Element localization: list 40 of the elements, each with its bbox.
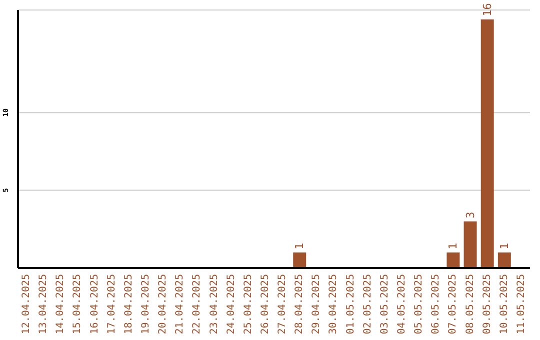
- data-label: 3: [464, 212, 477, 218]
- x-tick-label: 10.05.2025: [498, 274, 510, 334]
- x-tick-label: 21.04.2025: [174, 274, 186, 334]
- x-tick-label: 19.04.2025: [140, 274, 152, 334]
- x-tick-label: 17.04.2025: [106, 274, 118, 334]
- x-tick-label: 28.04.2025: [294, 274, 306, 334]
- x-tick-label: 30.04.2025: [328, 274, 340, 334]
- bar: [293, 252, 306, 268]
- x-tick-label: 15.04.2025: [72, 274, 84, 334]
- x-tick-label: 08.05.2025: [464, 274, 476, 334]
- x-tick-label: 23.04.2025: [208, 274, 220, 334]
- x-tick-label: 03.05.2025: [379, 274, 390, 334]
- x-tick-label: 12.04.2025: [21, 274, 32, 334]
- x-tick-label: 01.05.2025: [345, 274, 356, 334]
- data-label: 1: [498, 242, 511, 250]
- x-tick-label: 11.05.2025: [516, 274, 527, 334]
- data-label: 1: [446, 242, 460, 250]
- x-tick-label: 07.05.2025: [448, 274, 459, 334]
- bar: [464, 221, 477, 268]
- x-tick-label: 09.05.2025: [482, 274, 493, 334]
- x-tick-label: 25.04.2025: [242, 274, 254, 334]
- data-label: 1: [293, 242, 306, 250]
- x-tick-label: 05.05.2025: [414, 274, 425, 334]
- x-tick-label: 20.04.2025: [158, 274, 169, 334]
- bar: [446, 252, 460, 268]
- x-tick-label: 24.04.2025: [226, 274, 237, 334]
- x-tick-label: 14.04.2025: [55, 274, 66, 334]
- bar: [480, 19, 494, 268]
- x-tick-label: 29.04.2025: [311, 274, 322, 334]
- x-tick-label: 26.04.2025: [260, 274, 271, 334]
- x-tick-label: 02.05.2025: [362, 274, 374, 334]
- x-tick-label: 04.05.2025: [396, 274, 408, 334]
- x-tick-label: 18.04.2025: [123, 274, 134, 334]
- x-tick-label: 06.05.2025: [430, 274, 442, 334]
- bar: [498, 252, 511, 268]
- x-tick-label: 13.04.2025: [38, 274, 50, 334]
- data-label: 16: [480, 3, 494, 16]
- x-tick-label: 22.04.2025: [192, 274, 203, 334]
- x-tick-label: 16.04.2025: [89, 274, 100, 334]
- x-tick-label: 27.04.2025: [277, 274, 288, 334]
